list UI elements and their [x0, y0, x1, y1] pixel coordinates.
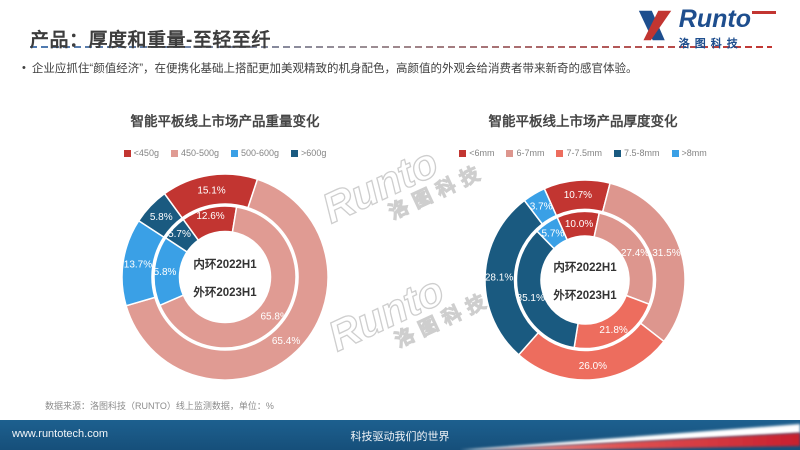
- legend-label: 7.5-8mm: [624, 148, 660, 158]
- segment-value-label: 3.7%: [530, 202, 553, 213]
- weight-chart-title: 智能平板线上市场产品重量变化: [130, 114, 320, 129]
- legend-label: 6-7mm: [516, 148, 545, 158]
- segment-value-label: 27.4%: [621, 248, 649, 259]
- title-divider: [30, 46, 772, 48]
- donut-segment-2022H1-450-500g: [158, 206, 297, 349]
- legend-label: 7-7.5mm: [566, 148, 602, 158]
- donut-segment-2022H1->600g: [164, 218, 200, 253]
- donut-segment-2022H1->8mm: [535, 216, 569, 250]
- segment-value-label: 10.7%: [564, 190, 592, 201]
- legend-swatch: [123, 149, 131, 157]
- legend-item: 6-7mm: [506, 148, 544, 158]
- key-insight-bullet: • 企业应抓住“颜值经济”，在便携化基础上搭配更加美观精致的机身配色，高颜值的外…: [22, 61, 784, 77]
- footer-swoosh-decoration: [460, 424, 800, 450]
- donut-center-label: 外环2023H1: [192, 285, 257, 299]
- segment-value-label: 28.1%: [485, 272, 513, 283]
- bullet-marker: •: [22, 62, 26, 74]
- weight-chart-block: 智能平板线上市场产品重量变化 <450g 450-500g 500-600g >600…: [65, 110, 385, 174]
- legend-item: 7-7.5mm: [556, 148, 602, 158]
- segment-value-label: 13.7%: [124, 260, 152, 271]
- legend-swatch: [671, 149, 679, 157]
- footer-bar: www.runtotech.com 科技驱动我们的世界: [0, 420, 800, 450]
- segment-value-label: 21.8%: [599, 325, 627, 336]
- segment-value-label: 12.6%: [196, 211, 224, 222]
- legend-item: >600g: [291, 148, 326, 158]
- legend-swatch: [506, 149, 514, 157]
- data-source-note: 数据来源：洛图科技（RUNTO）线上监测数据，单位：%: [45, 401, 274, 411]
- donut-chart: 10.0% 27.4% 21.8% 35.1% 5.7% 10.7% 31.5% 26.0% 2…: [484, 179, 686, 381]
- legend-item: 500-600g: [231, 148, 279, 158]
- segment-value-label: 65.8%: [260, 311, 288, 322]
- legend-label: <450g: [133, 148, 159, 158]
- weight-chart-legend: <450g 450-500g 500-600g >600g: [65, 148, 385, 158]
- legend-item: 450-500g: [170, 148, 219, 158]
- legend-swatch: [459, 149, 467, 157]
- legend-swatch: [614, 149, 621, 157]
- segment-value-label: 5.7%: [168, 229, 191, 240]
- logo-red-dash: [752, 11, 776, 14]
- legend-swatch: [556, 149, 564, 157]
- legend-label: 450-500g: [180, 148, 219, 158]
- segment-value-label: 35.1%: [517, 293, 545, 304]
- legend-swatch: [170, 149, 178, 157]
- legend-swatch: [291, 149, 299, 157]
- footer-slogan: 科技驱动我们的世界: [350, 431, 450, 443]
- segment-value-label: 15.1%: [197, 186, 225, 197]
- legend-label: 500-600g: [241, 148, 280, 158]
- donut-segment-2023H1-450-500g: [125, 178, 329, 381]
- segment-value-label: 5.7%: [542, 228, 565, 239]
- segment-value-label: 10.0%: [565, 219, 593, 230]
- page-title: 产品：厚度和重量-至轻至纤: [30, 29, 271, 51]
- footer-website: www.runtotech.com: [12, 428, 108, 440]
- donut-center-label: 内环2022H1: [193, 257, 257, 271]
- thickness-chart-block: 智能平板线上市场产品厚度变化 <6mm 6-7mm 7-7.5mm 7.5-8mm >8…: [423, 110, 743, 174]
- segment-value-label: 5.8%: [150, 212, 173, 223]
- segment-value-label: 31.5%: [652, 248, 680, 259]
- legend-label: >8mm: [681, 148, 707, 158]
- segment-value-label: 26.0%: [579, 361, 607, 372]
- thickness-chart-title: 智能平板线上市场产品厚度变化: [488, 114, 678, 129]
- watermark-brand-text: Runto: [320, 266, 451, 361]
- donut-segment-2023H1->8mm: [523, 187, 558, 225]
- logo-brand-cn-text: 洛图科技: [678, 38, 743, 50]
- donut-segment-2023H1->600g: [137, 192, 184, 239]
- bullet-text: 企业应抓住“颜值经济”，在便携化基础上搭配更加美观精致的机身配色，高颜值的外观会…: [31, 63, 638, 75]
- runto-logo: Runto 洛图科技: [637, 7, 776, 51]
- logo-brand-text: Runto: [678, 5, 751, 33]
- donut-center-label: 内环2022H1: [553, 260, 617, 274]
- legend-swatch: [231, 149, 238, 157]
- legend-label: >600g: [301, 148, 327, 158]
- thickness-chart-legend: <6mm 6-7mm 7-7.5mm 7.5-8mm >8mm: [423, 148, 743, 158]
- segment-value-label: 65.4%: [272, 336, 300, 347]
- runto-logo-mark-icon: [638, 10, 672, 41]
- legend-item: 7.5-8mm: [614, 148, 660, 158]
- segment-value-label: 15.8%: [148, 267, 176, 278]
- donut-center-label: 外环2023H1: [552, 288, 617, 302]
- legend-item: >8mm: [671, 148, 707, 158]
- legend-item: <450g: [123, 148, 159, 158]
- legend-item: <6mm: [459, 148, 494, 158]
- legend-label: <6mm: [469, 148, 495, 158]
- donut-chart: 12.6% 65.8% 15.8% 5.7% 15.1% 65.4% 13.7% 5.8% 内环…: [121, 173, 329, 381]
